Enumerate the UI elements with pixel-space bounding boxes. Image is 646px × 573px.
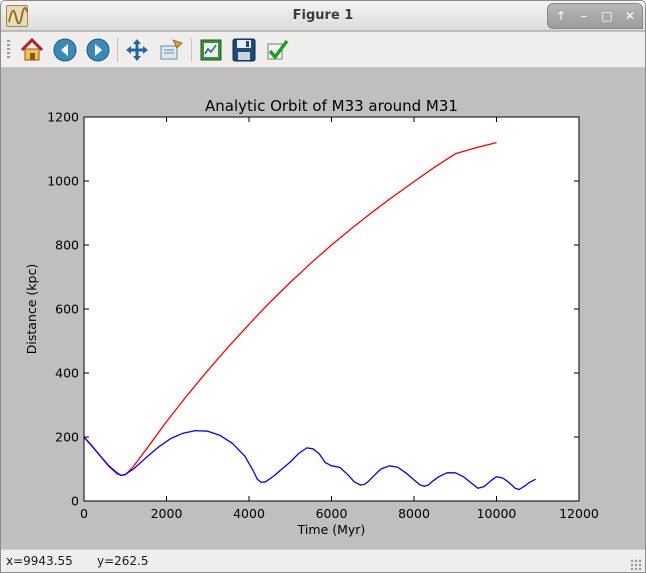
series-line-1 [83,429,536,491]
window-controls: ↑ – □ ✕ [547,3,643,29]
axes-background [84,117,579,501]
y-tick-label: 0 [71,494,79,509]
y-tick-label: 1200 [47,110,79,125]
x-tick-label: 2000 [151,506,183,521]
back-button[interactable] [51,36,79,64]
y-tick-label: 1000 [47,174,79,189]
matplotlib-wave-icon [6,5,28,27]
x-tick-label: 4000 [233,506,265,521]
close-icon[interactable]: ✕ [624,9,636,23]
maximize-icon[interactable]: □ [601,9,613,23]
plot-svg[interactable]: 0 2000 4000 6000 8000 10000 12000 0 200 400 600 800… [1,69,645,549]
y-tick-label: 800 [55,238,79,253]
axes-frame [83,116,580,502]
x-tick-label: 6000 [316,506,348,521]
x-tick-label: 12000 [559,506,599,521]
minimize-icon[interactable]: – [581,9,587,23]
y-axis-label: Distance (kpc) [24,264,39,354]
forward-button[interactable] [84,36,112,64]
home-button[interactable] [18,36,46,64]
y-tick-label: 200 [55,430,79,445]
pan-button[interactable] [123,36,151,64]
edit-axes-button[interactable] [263,36,291,64]
y-tick-label: 600 [55,302,79,317]
title-bar[interactable]: Figure 1 ↑ – □ ✕ [1,1,645,31]
cursor-x-readout: x=9943.55 [6,554,73,568]
up-icon[interactable]: ↑ [555,9,567,23]
zoom-button[interactable] [157,36,185,64]
figure-canvas[interactable]: 0 2000 4000 6000 8000 10000 12000 0 200 400 600 800… [1,69,645,549]
x-axis-label: Time (Myr) [297,522,366,537]
x-tick-label: 10000 [477,506,517,521]
window-title: Figure 1 [292,8,354,23]
y-tick-label: 400 [55,366,79,381]
x-tick-label: 8000 [398,506,430,521]
toolbar [1,32,645,68]
subplots-button[interactable] [197,36,225,64]
toolbar-separator [117,38,118,62]
cursor-y-readout: y=262.5 [97,554,149,568]
floppy-disk-icon [232,38,256,62]
checkmark-icon [267,39,289,60]
configure-subplots-icon [200,39,222,61]
home-icon [20,37,44,61]
resize-grip[interactable] [630,559,642,571]
arrow-left-icon [53,38,77,62]
zoom-rect-icon [160,39,183,60]
series-line-0 [83,141,497,477]
chart-title: Analytic Orbit of M33 around M31 [205,97,458,115]
toolbar-separator [191,38,192,62]
move-arrows-icon [126,39,148,61]
save-button[interactable] [230,36,258,64]
toolbar-grip[interactable] [7,40,10,60]
status-bar: x=9943.55 y=262.5 [1,549,645,572]
arrow-right-icon [86,38,110,62]
x-tick-label: 0 [80,506,88,521]
